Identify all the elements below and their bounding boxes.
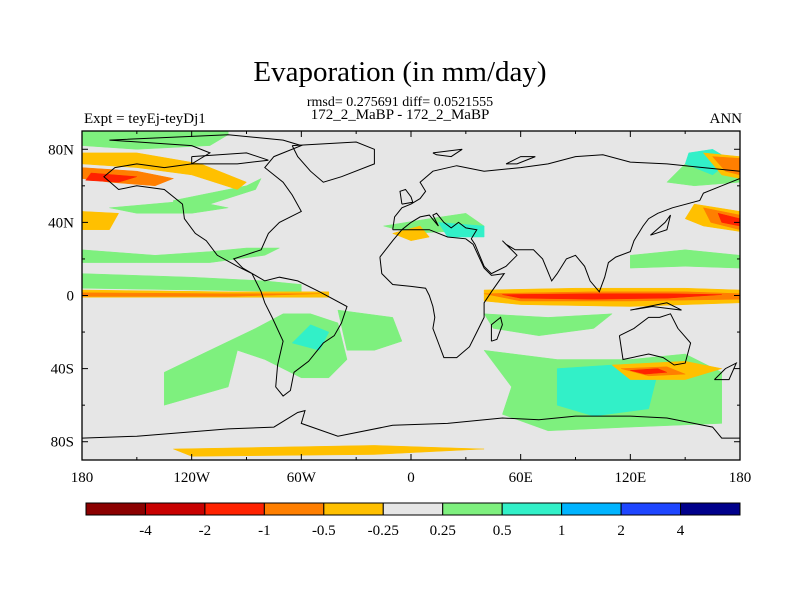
y-axis: 80N 40N 0 40S 80S <box>48 142 740 451</box>
coastline-australia <box>618 313 692 366</box>
colorbar-swatch-8 <box>561 502 622 516</box>
colorbar-label: -0.5 <box>312 523 336 539</box>
contour-region-16 <box>82 152 247 190</box>
colorbar-swatch-1 <box>144 502 206 516</box>
x-tick-label: 180 <box>71 470 94 486</box>
coastline-nz <box>714 362 738 381</box>
contour-region-8 <box>483 313 613 336</box>
x-axis: 180 120W 60W 0 60E 120E 180 <box>71 131 752 486</box>
contour-region-2 <box>109 200 229 214</box>
colorbar-label: -4 <box>139 523 152 539</box>
colorbar-label: 2 <box>617 523 625 539</box>
x-tick-label: 120W <box>173 470 211 486</box>
coastline-uk <box>399 188 414 205</box>
coastline-layer <box>82 134 740 439</box>
colorbar-swatch-7 <box>501 502 563 516</box>
coastline-americas <box>103 134 348 397</box>
contour-region-6 <box>337 309 403 351</box>
x-tick-label: 180 <box>729 470 752 486</box>
contour-region-31 <box>85 172 138 183</box>
colorbar-swatch-6 <box>442 502 503 516</box>
contour-region-11 <box>630 249 740 269</box>
contour-region-20 <box>173 445 485 457</box>
colorbar-swatch-3 <box>263 502 325 516</box>
y-tick-label: 40S <box>51 362 74 378</box>
case-text: 172_2_MaBP - 172_2_MaBP <box>310 107 490 123</box>
coastline-svalbard <box>432 148 463 158</box>
contour-region-32 <box>502 293 722 300</box>
y-tick-label: 80N <box>48 142 74 158</box>
colorbar-swatch-5 <box>382 502 444 516</box>
colorbar-label: 1 <box>558 523 566 539</box>
colorbar-label: -0.25 <box>368 523 399 539</box>
x-tick-label: 60E <box>509 470 533 486</box>
x-tick-label: 120E <box>614 470 646 486</box>
colorbar-label: 4 <box>677 523 685 539</box>
coastline-novaya <box>505 156 536 165</box>
stats-text: rmsd= 0.275691 diff= 0.0521555 <box>306 95 494 110</box>
contour-region-4 <box>82 273 302 293</box>
coastline-eurasia <box>392 154 740 293</box>
coastline-africa <box>379 229 506 359</box>
y-tick-label: 40N <box>48 215 74 231</box>
colorbar-swatch-2 <box>204 502 265 516</box>
season-label: ANN <box>709 111 743 127</box>
colorbar-label: -2 <box>199 523 212 539</box>
colorbar-swatch-9 <box>620 502 682 516</box>
colorbar-label: 0.5 <box>493 523 512 539</box>
contour-region-34 <box>630 368 668 375</box>
contour-region-26 <box>82 292 320 297</box>
x-tick-label: 60W <box>287 470 317 486</box>
colorbar-swatch-10 <box>680 502 741 516</box>
coastline-japan <box>650 214 671 236</box>
coastline-antarctica <box>82 409 740 439</box>
contour-region-12 <box>291 324 330 351</box>
colorbar-swatch-0 <box>85 502 146 516</box>
y-tick-label: 0 <box>67 289 75 305</box>
x-tick-label: 0 <box>407 470 415 486</box>
coastline-canadian_islands <box>191 152 269 165</box>
y-tick-label: 80S <box>51 435 74 451</box>
colorbar: -4 -2 -1 -0.5 -0.25 0.25 0.5 1 2 4 <box>85 502 741 539</box>
coastline-madagascar <box>490 316 503 342</box>
experiment-label: Expt = teyEj-teyDj1 <box>84 111 206 127</box>
contour-region-15 <box>438 222 485 238</box>
colorbar-label: 0.25 <box>430 523 456 539</box>
contour-region-17 <box>82 211 119 230</box>
contour-region-3 <box>82 247 280 263</box>
coastline-kamchatka_island <box>630 302 682 311</box>
chart-title: Evaporation (in mm/day) <box>253 56 547 88</box>
colorbar-swatch-4 <box>323 502 384 516</box>
coastline-greenland <box>291 141 375 183</box>
colorbar-label: -1 <box>258 523 271 539</box>
